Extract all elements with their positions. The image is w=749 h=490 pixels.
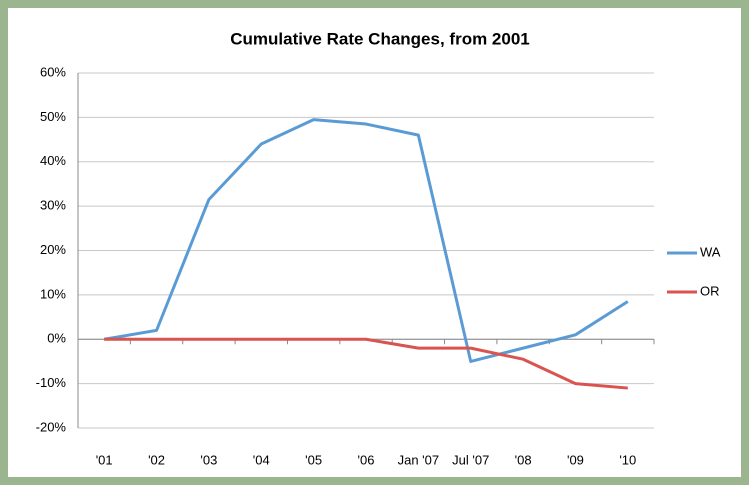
series-line	[103, 118, 629, 363]
chart-title: Cumulative Rate Changes, from 2001	[230, 29, 529, 48]
y-tick-label: 30%	[40, 198, 66, 213]
y-tick-label: -10%	[36, 375, 67, 390]
y-tick-label: 10%	[40, 286, 66, 301]
x-tick-label: '08	[515, 452, 532, 467]
x-tick-label: Jul '07	[452, 452, 489, 467]
y-tick-label: 50%	[40, 109, 66, 124]
x-tick-label: '09	[567, 452, 584, 467]
x-tick-label: '02	[148, 452, 165, 467]
x-tick-label: '06	[358, 452, 375, 467]
y-tick-label: 0%	[47, 331, 66, 346]
x-tick-label: Jan '07	[398, 452, 440, 467]
x-tick-label: '04	[253, 452, 270, 467]
x-tick-label: '05	[305, 452, 322, 467]
legend-label: OR	[700, 283, 720, 298]
series-line	[104, 337, 628, 390]
y-tick-label: 60%	[40, 64, 66, 79]
x-tick-label: '10	[619, 452, 636, 467]
x-tick-label: '01	[96, 452, 113, 467]
legend-label: WA	[700, 244, 721, 259]
x-tick-label: '03	[200, 452, 217, 467]
y-tick-label: 40%	[40, 153, 66, 168]
y-tick-label: 20%	[40, 242, 66, 257]
y-tick-label: -20%	[36, 419, 67, 434]
